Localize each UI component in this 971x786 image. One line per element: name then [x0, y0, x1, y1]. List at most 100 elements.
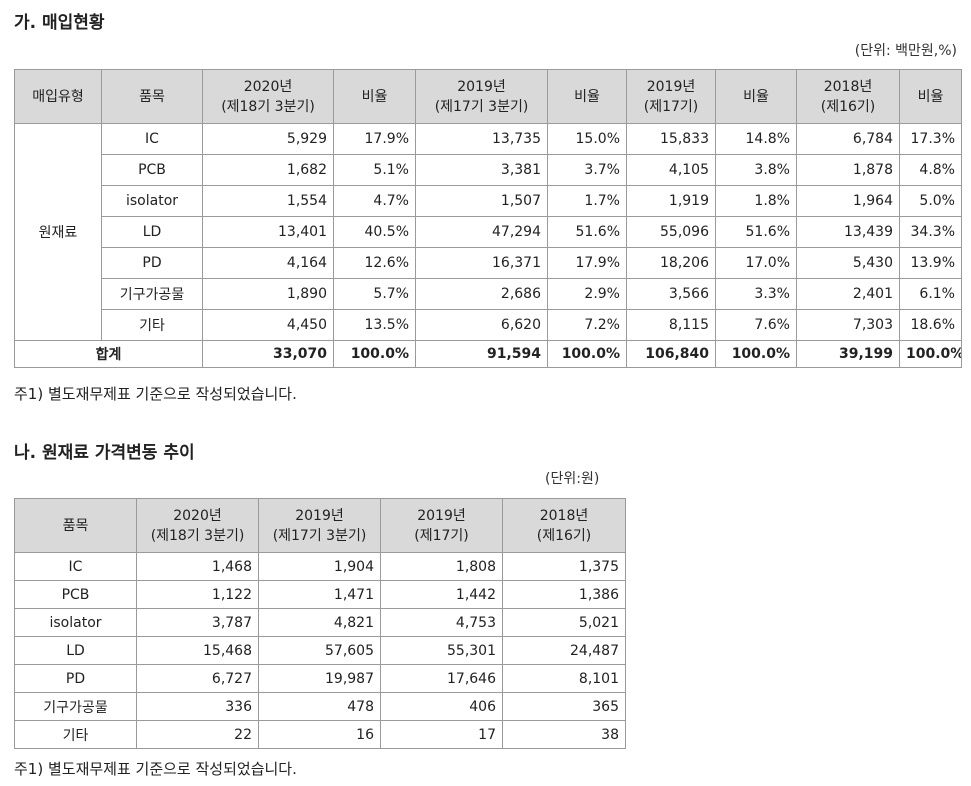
total-value-cell: 100.0% [547, 340, 627, 368]
value-cell: 1,375 [502, 552, 626, 581]
total-value-cell: 100.0% [899, 340, 962, 368]
item-cell: PCB [101, 154, 203, 186]
section1-note: 주1) 별도재무제표 기준으로 작성되었습니다. [14, 385, 297, 403]
col-header-1-line1: 품목 [139, 88, 165, 105]
value-cell: 1,507 [415, 185, 548, 217]
value-cell: 6,727 [136, 664, 259, 693]
value-cell: 24,487 [502, 636, 626, 665]
value-cell: 3,566 [626, 278, 716, 310]
section1-title: 가. 매입현황 [14, 13, 105, 33]
table-row: PD 4,164 12.6% 16,371 17.9% 18,206 17.0% 5,430 1… [15, 247, 962, 279]
value-cell: 18.6% [899, 309, 962, 341]
value-cell: 4.8% [899, 154, 962, 186]
col-header-9-line1: 비율 [917, 88, 944, 105]
section2-note: 주1) 별도재무제표 기준으로 작성되었습니다. [14, 760, 297, 778]
value-cell: 7,303 [796, 309, 900, 341]
value-cell: 17.3% [899, 123, 962, 155]
value-cell: 478 [258, 692, 381, 721]
col-header-5-line1: 비율 [574, 88, 600, 105]
col-header-8-line1: 2018년 [823, 78, 873, 95]
value-cell: 8,115 [626, 309, 716, 341]
total-row: 합계 33,070 100.0% 91,594 100.0% 106,840 100.0% 3… [14, 340, 962, 368]
section2-title: 나. 원재료 가격변동 추이 [14, 443, 195, 463]
item-cell: 기타 [14, 720, 137, 749]
col-header-2-line2: (제17기 3분기) [272, 527, 367, 544]
table-row: IC 1,468 1,904 1,808 1,375 [14, 552, 626, 581]
col-header-4-line2: (제16기) [536, 527, 592, 544]
col-header-0-line1: 품목 [62, 517, 89, 534]
value-cell: 3.8% [715, 154, 797, 186]
value-cell: 4,753 [380, 608, 503, 637]
value-cell: 5.7% [333, 278, 416, 310]
table-row: 기구가공물 1,890 5.7% 2,686 2.9% 3,566 3.3% 2,401 6.1… [15, 278, 962, 310]
col-header-3: 비율 [333, 69, 416, 124]
value-cell: 12.6% [333, 247, 416, 279]
table-row: 기타 22 16 17 38 [14, 720, 626, 749]
value-cell: 13.9% [899, 247, 962, 279]
value-cell: 55,096 [626, 216, 716, 248]
value-cell: 17.9% [333, 123, 416, 155]
item-cell: PD [101, 247, 203, 279]
value-cell: 15,468 [136, 636, 259, 665]
table-row: 원재료 IC 5,929 17.9% 13,735 15.0% 15,833 14.8% 6,7… [14, 123, 962, 341]
table-row: isolator 1,554 4.7% 1,507 1.7% 1,919 1.8% 1,964… [15, 185, 962, 217]
value-cell: 3.3% [715, 278, 797, 310]
total-value-cell: 100.0% [715, 340, 797, 368]
value-cell: 57,605 [258, 636, 381, 665]
value-cell: 51.6% [715, 216, 797, 248]
value-cell: 40.5% [333, 216, 416, 248]
col-header-9: 비율 [899, 69, 962, 124]
value-cell: 5.0% [899, 185, 962, 217]
value-cell: 17 [380, 720, 503, 749]
value-cell: 47,294 [415, 216, 548, 248]
table-row: isolator 3,787 4,821 4,753 5,021 [14, 608, 626, 637]
value-cell: 4,450 [202, 309, 334, 341]
item-cell: 기타 [101, 309, 203, 341]
value-cell: 51.6% [547, 216, 627, 248]
value-cell: 4.7% [333, 185, 416, 217]
table-row: LD 15,468 57,605 55,301 24,487 [14, 636, 626, 665]
value-cell: 1,682 [202, 154, 334, 186]
value-cell: 16,371 [415, 247, 548, 279]
table-row: PCB 1,682 5.1% 3,381 3.7% 4,105 3.8% 1,878 4.8% [15, 154, 962, 186]
value-cell: 13.5% [333, 309, 416, 341]
value-cell: 2,401 [796, 278, 900, 310]
table-row: PCB 1,122 1,471 1,442 1,386 [14, 580, 626, 609]
col-header-4: 2018년 (제16기) [502, 498, 626, 553]
value-cell: 17.9% [547, 247, 627, 279]
col-header-3-line1: 2019년 [417, 507, 466, 524]
col-header-3-line2: (제17기) [414, 527, 469, 544]
col-header-5: 비율 [547, 69, 627, 124]
item-cell: PCB [14, 580, 137, 609]
section1-unit: (단위: 백만원,%) [854, 43, 957, 59]
value-cell: 17,646 [380, 664, 503, 693]
value-cell: 1,904 [258, 552, 381, 581]
col-header-4-line1: 2019년 [457, 78, 506, 95]
total-value-cell: 106,840 [626, 340, 716, 368]
col-header-7-line1: 비율 [743, 88, 769, 105]
total-value-cell: 33,070 [202, 340, 334, 368]
value-cell: 19,987 [258, 664, 381, 693]
table-row: 기구가공물 336 478 406 365 [14, 692, 626, 721]
header-row: 매입유형 품목 2020년 (제18기 3분기) 비율 2019년 (제17기 3분기) 비율… [14, 69, 962, 124]
col-header-2: 2020년 (제18기 3분기) [202, 69, 334, 124]
value-cell: 3.7% [547, 154, 627, 186]
value-cell: 7.2% [547, 309, 627, 341]
col-header-1: 2020년 (제18기 3분기) [136, 498, 259, 553]
col-header-3: 2019년 (제17기) [380, 498, 503, 553]
value-cell: 22 [136, 720, 259, 749]
value-cell: 13,401 [202, 216, 334, 248]
purchase-status-table: 매입유형 품목 2020년 (제18기 3분기) 비율 2019년 (제17기 3분기) 비율… [14, 69, 962, 368]
value-cell: 16 [258, 720, 381, 749]
value-cell: 1,471 [258, 580, 381, 609]
value-cell: 34.3% [899, 216, 962, 248]
value-cell: 55,301 [380, 636, 503, 665]
col-header-4-line2: (제17기 3분기) [434, 98, 529, 115]
value-cell: 14.8% [715, 123, 797, 155]
col-header-1-line1: 2020년 [173, 507, 222, 524]
item-cell: LD [14, 636, 137, 665]
value-cell: 18,206 [626, 247, 716, 279]
value-cell: 4,105 [626, 154, 716, 186]
value-cell: 1,386 [502, 580, 626, 609]
col-header-4: 2019년 (제17기 3분기) [415, 69, 548, 124]
